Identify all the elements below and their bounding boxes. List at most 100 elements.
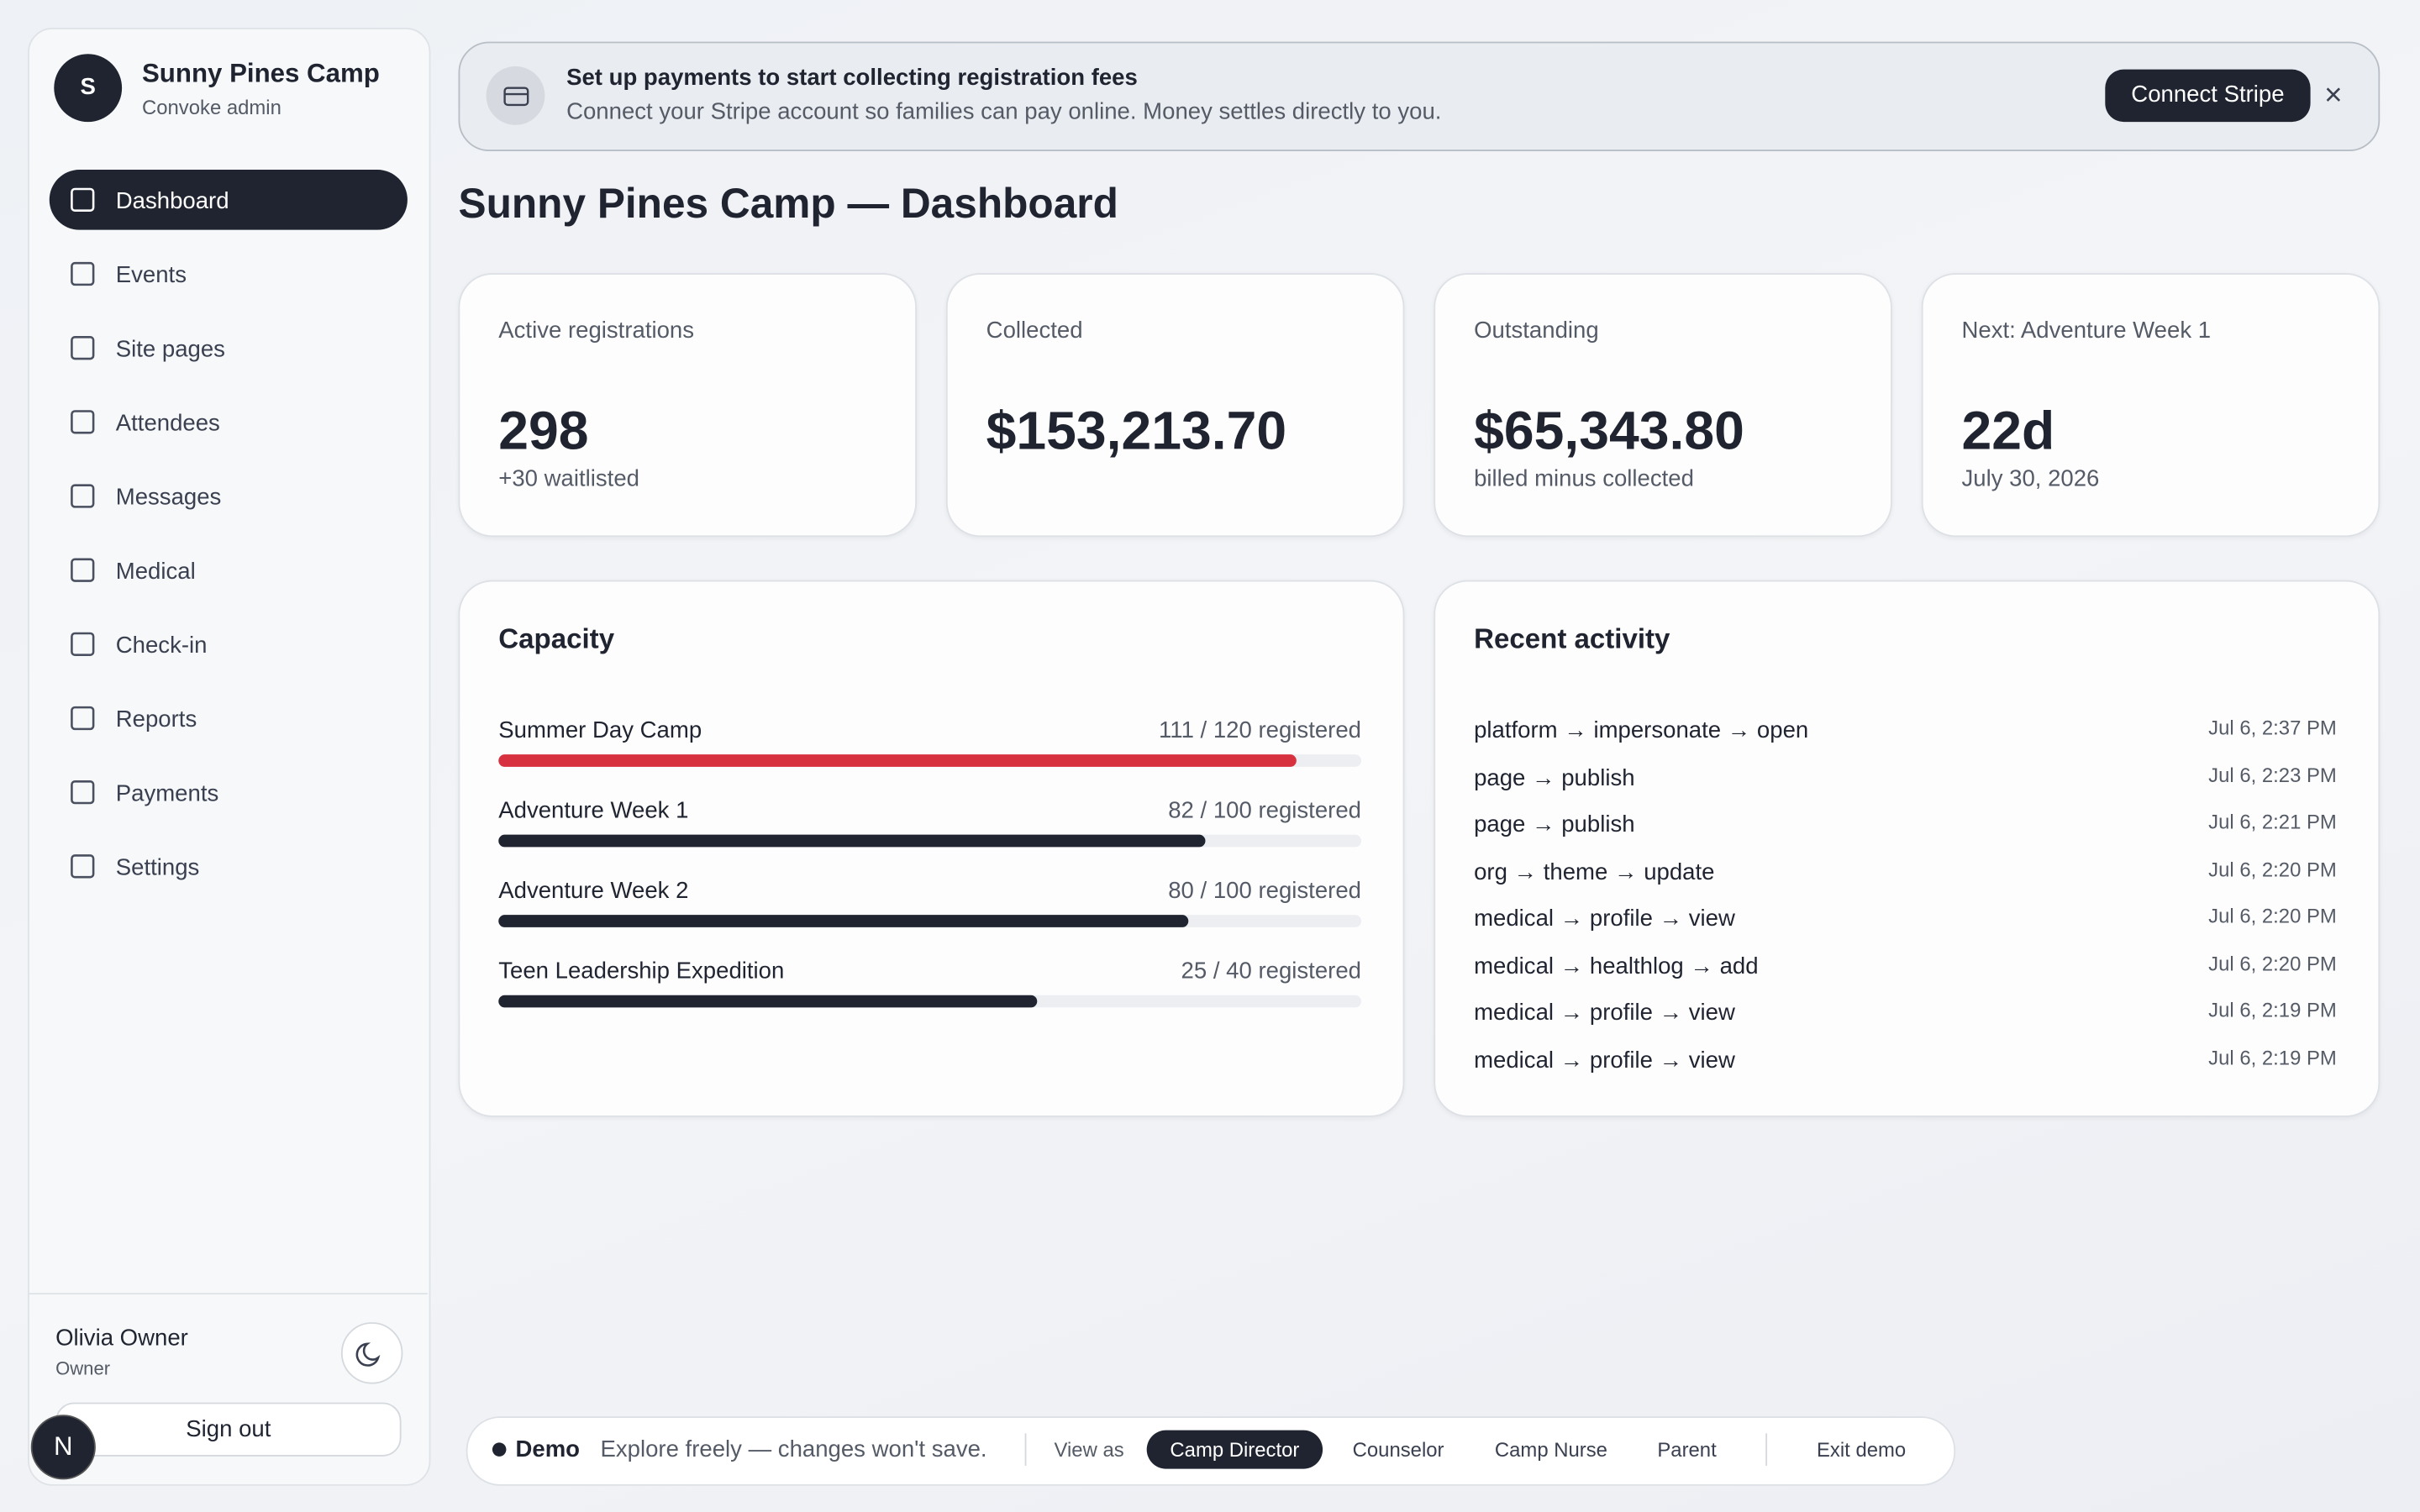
nav-icon	[71, 187, 95, 213]
stat-label: Next: Adventure Week 1	[1961, 318, 2212, 344]
user-role: Owner	[55, 1357, 111, 1380]
banner-text: Connect your Stripe account so families …	[566, 98, 1442, 125]
nav-label: Messages	[115, 484, 222, 511]
bar-fill	[498, 754, 1297, 767]
close-button[interactable]: ×	[2324, 78, 2343, 113]
demo-badge: Demo	[515, 1436, 581, 1463]
nav-label: Reports	[115, 706, 197, 733]
nav-item[interactable]: Attendees	[50, 392, 408, 453]
view-as: View as	[1054, 1437, 1124, 1462]
activity-time: Jul 6, 2:21 PM	[2208, 810, 2337, 833]
activity-action: platform → impersonate → open	[1474, 717, 1809, 744]
role-tab[interactable]: Counselor	[1352, 1437, 1444, 1462]
capacity-card	[458, 580, 1405, 1117]
event-count: 80 / 100 registered	[1168, 878, 1362, 905]
separator	[1024, 1433, 1027, 1466]
nav-label: Events	[115, 262, 187, 289]
nav-icon	[71, 410, 95, 434]
sidebar	[28, 28, 431, 1486]
nav-label: Check-in	[115, 633, 208, 659]
stat-card	[1921, 273, 2381, 538]
nav-icon	[71, 484, 95, 508]
stat-sub: July 30, 2026	[1961, 465, 2100, 492]
connect-button[interactable]: Connect Stripe	[2105, 69, 2311, 123]
nav-item[interactable]: Payments	[50, 762, 408, 822]
nav-label: Settings	[115, 854, 200, 881]
event-count: 82 / 100 registered	[1168, 797, 1362, 824]
stat-value: 22d	[1961, 401, 2055, 462]
nav-item[interactable]: Check-in	[50, 614, 408, 675]
activity-action: medical → healthlog → add	[1474, 953, 1759, 979]
stat-label: Active registrations	[498, 318, 695, 344]
activity-action: page → publish	[1474, 811, 1635, 838]
stat-value: $153,213.70	[986, 401, 1287, 462]
divider	[29, 1293, 428, 1295]
role-tab[interactable]: Camp Director	[1146, 1430, 1323, 1469]
event-name: Teen Leadership Expedition	[498, 958, 785, 984]
nav-label: Dashboard	[115, 188, 229, 215]
stat-card	[1434, 273, 1892, 538]
nav-item[interactable]: Medical	[50, 540, 408, 601]
stat-label: Outstanding	[1474, 318, 1599, 344]
stat-value: 298	[498, 401, 589, 462]
nav-label: Site pages	[115, 336, 225, 363]
separator	[1765, 1433, 1768, 1466]
nav-item[interactable]: Reports	[50, 688, 408, 748]
nav-icon	[71, 632, 95, 656]
event-name: Adventure Week 2	[498, 878, 689, 905]
nav-icon	[71, 780, 95, 805]
activity-action: medical → profile → view	[1474, 906, 1735, 932]
demo-text: Explore freely — changes won't save.	[600, 1436, 987, 1463]
stat-label: Collected	[986, 318, 1083, 344]
event-name: Summer Day Camp	[498, 717, 702, 744]
stat-card	[458, 273, 918, 538]
nav-icon	[71, 261, 95, 286]
nav-label: Medical	[115, 558, 196, 585]
stat-card	[945, 273, 1405, 538]
dev-badge[interactable]: N	[30, 1415, 96, 1480]
org-name: Sunny Pines Camp	[141, 58, 380, 88]
activity-time: Jul 6, 2:19 PM	[2208, 998, 2337, 1021]
stat-sub: billed minus collected	[1474, 465, 1694, 492]
activity-action: org → theme → update	[1474, 858, 1715, 885]
nav-label: Attendees	[115, 410, 220, 437]
nav-item[interactable]: Settings	[50, 837, 408, 897]
activity-action: page → publish	[1474, 764, 1635, 791]
nav-label: Payments	[115, 780, 219, 807]
exit-demo[interactable]: Exit demo	[1817, 1437, 1907, 1462]
page-title: Sunny Pines Camp — Dashboard	[458, 180, 1118, 228]
event-name: Adventure Week 1	[498, 797, 689, 824]
activity-time: Jul 6, 2:23 PM	[2208, 763, 2337, 786]
nav-icon	[71, 558, 95, 582]
demo-dot	[492, 1442, 507, 1457]
bar-fill	[498, 915, 1189, 927]
role-tab[interactable]: Camp Nurse	[1494, 1437, 1607, 1462]
nav-item[interactable]: Site pages	[50, 318, 408, 378]
activity-time: Jul 6, 2:37 PM	[2208, 716, 2337, 739]
role-tab[interactable]: Parent	[1657, 1437, 1717, 1462]
nav-icon	[71, 336, 95, 360]
banner-title: Set up payments to start collecting regi…	[566, 65, 1138, 92]
activity-action: medical → profile → view	[1474, 1000, 1735, 1026]
org-role: Convoke admin	[141, 95, 281, 119]
event-count: 111 / 120 registered	[1159, 717, 1362, 744]
activity-action: medical → profile → view	[1474, 1047, 1735, 1074]
nav-icon	[71, 706, 95, 731]
user-name: Olivia Owner	[55, 1325, 188, 1352]
stat-value: $65,343.80	[1474, 401, 1744, 462]
bar-fill	[498, 995, 1038, 1008]
activity-time: Jul 6, 2:20 PM	[2208, 951, 2337, 974]
nav-item[interactable]: Events	[50, 244, 408, 304]
stat-sub: +30 waitlisted	[498, 465, 639, 492]
theme-toggle[interactable]	[340, 1322, 403, 1384]
banner-icon	[486, 66, 545, 125]
banner	[458, 41, 2381, 152]
capacity-title: Capacity	[498, 623, 615, 654]
activity-time: Jul 6, 2:19 PM	[2208, 1045, 2337, 1068]
sign-out[interactable]: Sign out	[55, 1402, 402, 1457]
activity-card	[1434, 580, 2381, 1117]
nav-item[interactable]: Messages	[50, 466, 408, 527]
nav-item[interactable]: Dashboard	[49, 170, 408, 230]
